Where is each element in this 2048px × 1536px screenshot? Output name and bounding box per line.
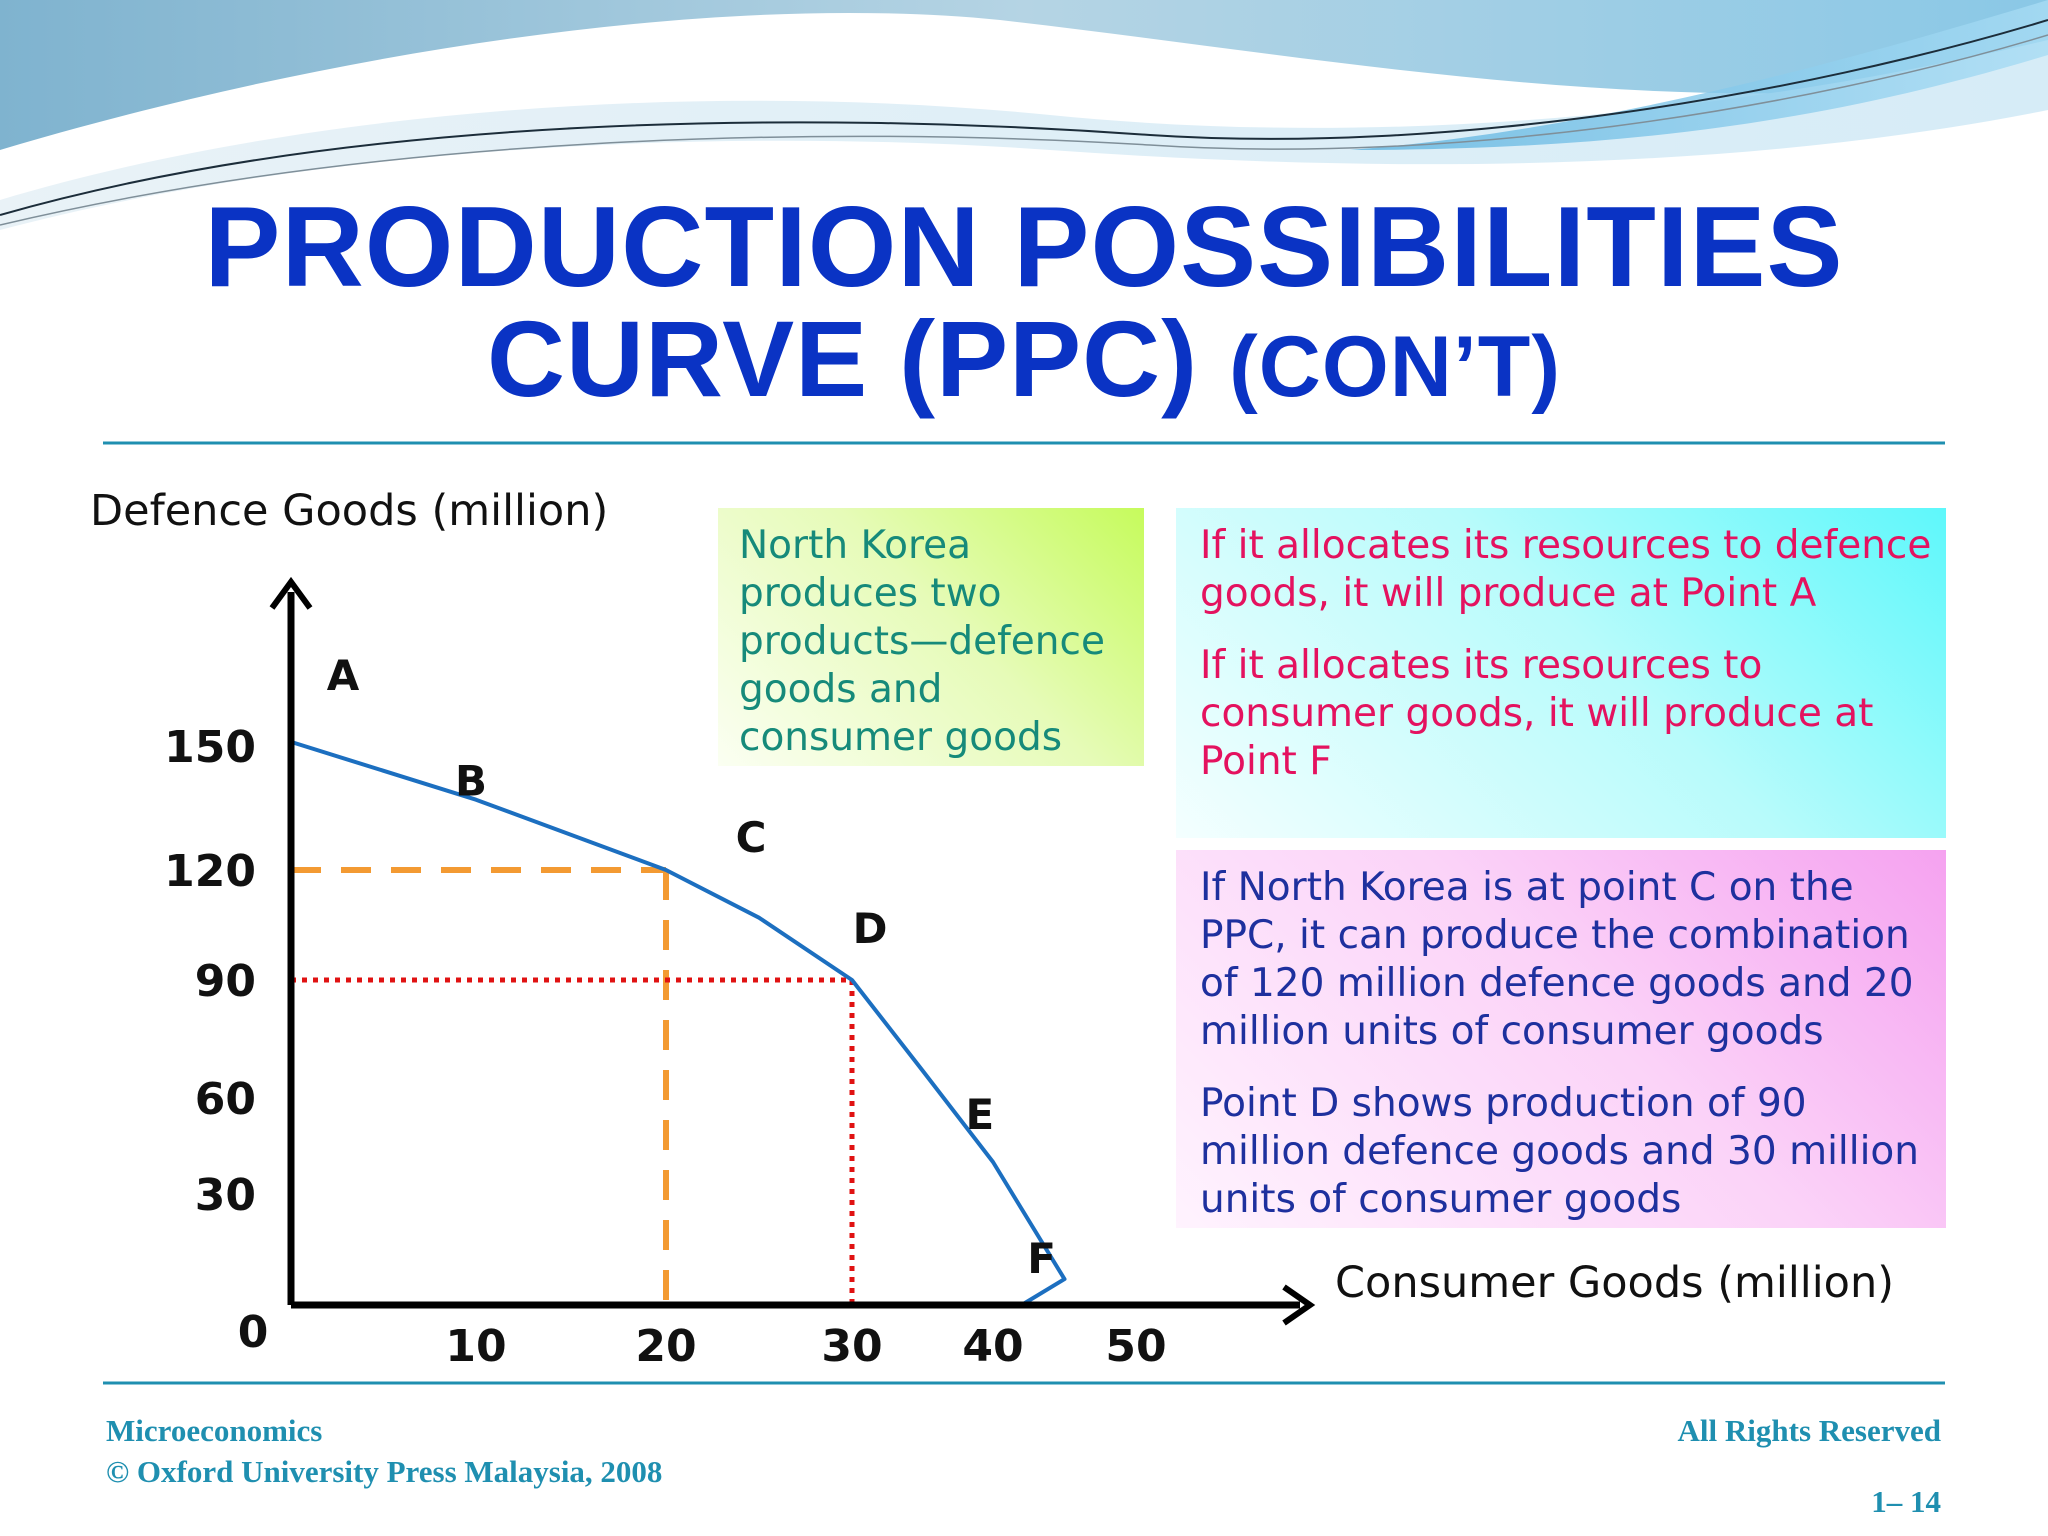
allocation-point-a-text: If it allocates its resources to defence… (1200, 523, 1932, 616)
point-label-c: C (736, 813, 767, 862)
y-tick-label: 60 (195, 1074, 256, 1125)
top-wave-line-dark (0, 19, 2048, 216)
intro-text: North Korea produces two products—defenc… (739, 523, 1105, 760)
point-label-a: A (327, 651, 360, 700)
slide-title-line-1: PRODUCTION POSSIBILITIES (204, 184, 1844, 311)
y-axis-label: Defence Goods (million) (90, 486, 609, 536)
ppc-curve (289, 739, 1067, 1307)
x-axis-arrow (1282, 1284, 1316, 1326)
top-wave-light (0, 40, 2048, 230)
x-tick-label: 50 (1105, 1321, 1166, 1372)
y-tick-label: 150 (164, 722, 256, 773)
x-tick-label: 20 (635, 1321, 696, 1372)
point-label-b: B (455, 757, 487, 806)
slide-title-line-2: CURVE (PPC) (CON’T) (0, 296, 2048, 421)
point-d-explanation: Point D shows production of 90 million d… (1200, 1081, 1919, 1222)
footer-rights: All Rights Reserved (1677, 1413, 1941, 1448)
x-tick-label: 40 (962, 1321, 1023, 1372)
top-wave-back (0, 0, 2048, 150)
origin-label: 0 (238, 1307, 269, 1358)
slide-title-suffix: (CON’T) (1229, 319, 1561, 415)
y-tick-label: 90 (195, 956, 256, 1007)
y-tick-label: 120 (164, 846, 256, 897)
slide-number: 1– 14 (1871, 1484, 1941, 1519)
allocation-point-f-text: If it allocates its resources to consume… (1200, 643, 1874, 784)
top-wave-blue (1350, 0, 2048, 150)
x-tick-label: 10 (445, 1321, 506, 1372)
point-c-explanation: If North Korea is at point C on the PPC,… (1200, 865, 1914, 1054)
x-axis-label: Consumer Goods (million) (1335, 1258, 1895, 1308)
slide-title-main: CURVE (PPC) (487, 298, 1199, 419)
north-korea-intro-box: North Korea produces two products—defenc… (718, 508, 1144, 766)
top-wave-line-gray (0, 34, 2048, 226)
y-axis-arrow (269, 576, 313, 610)
point-label-e: E (965, 1090, 994, 1139)
point-label-f: F (1027, 1234, 1056, 1283)
footer-copyright: © Oxford University Press Malaysia, 2008 (106, 1454, 663, 1489)
combination-box: If North Korea is at point C on the PPC,… (1176, 850, 1946, 1228)
allocation-box: If it allocates its resources to defence… (1176, 508, 1946, 838)
x-tick-label: 30 (821, 1321, 882, 1372)
point-label-d: D (853, 904, 888, 953)
footer-course-name: Microeconomics (106, 1413, 323, 1448)
y-tick-label: 30 (195, 1170, 256, 1221)
